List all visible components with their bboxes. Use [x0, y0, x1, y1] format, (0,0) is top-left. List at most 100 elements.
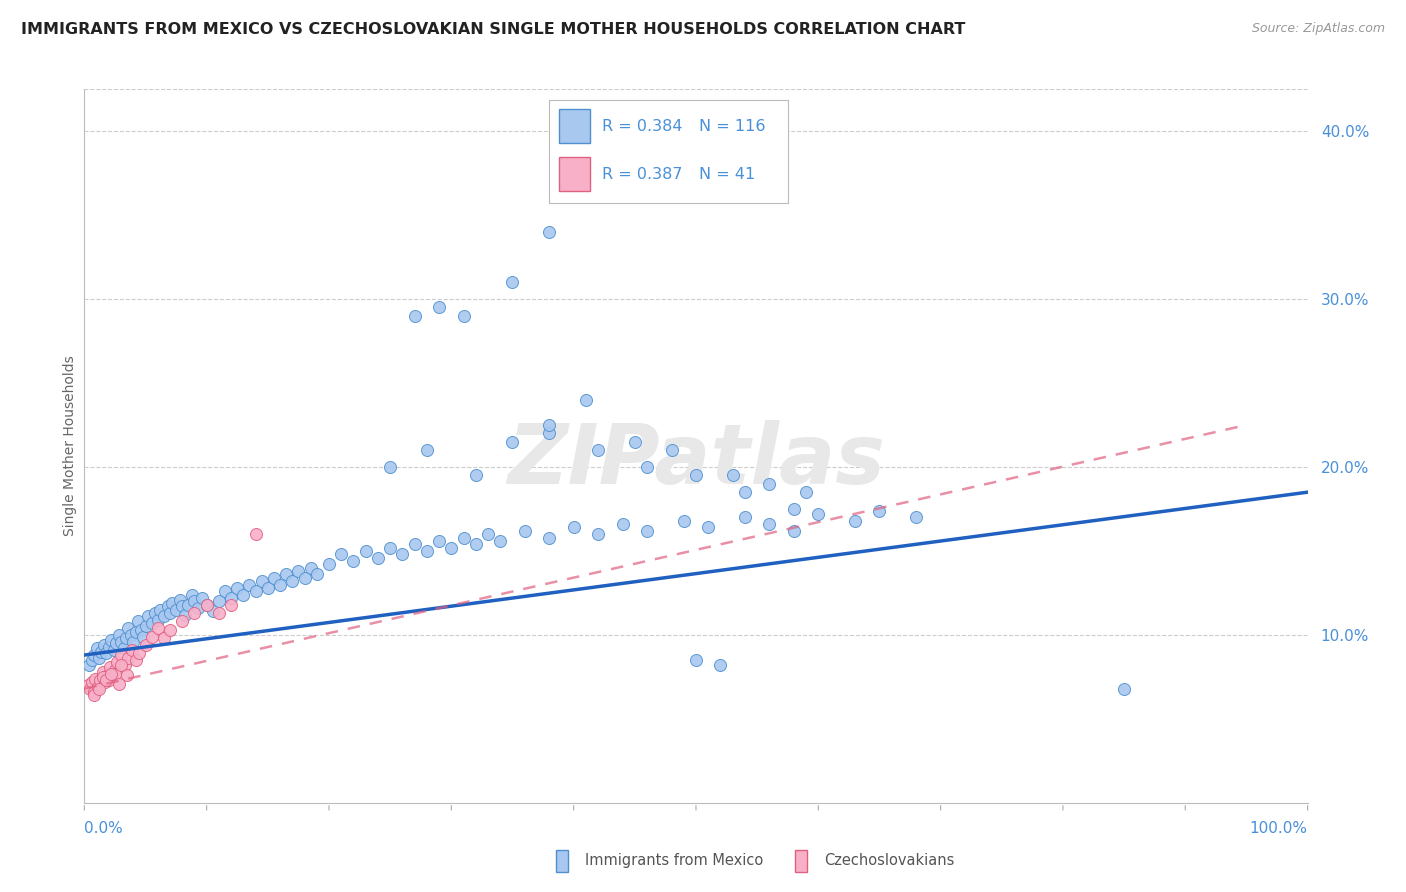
Point — [172, 615, 194, 629]
Point — [416, 544, 439, 558]
Point — [128, 646, 150, 660]
Point — [276, 567, 298, 582]
Point — [162, 596, 184, 610]
Point — [794, 485, 817, 500]
Point — [489, 533, 512, 548]
Point — [104, 666, 127, 681]
Point — [87, 680, 110, 694]
Y-axis label: Single Mother Households: Single Mother Households — [63, 356, 77, 536]
Point — [844, 514, 866, 528]
Point — [110, 634, 132, 648]
Point — [721, 468, 744, 483]
Point — [354, 544, 377, 558]
Point — [132, 630, 155, 644]
Point — [91, 665, 114, 679]
Point — [87, 651, 110, 665]
Point — [305, 567, 328, 582]
Point — [318, 558, 340, 572]
Point — [208, 606, 231, 620]
Point — [141, 630, 163, 644]
Point — [129, 623, 152, 637]
Point — [112, 641, 135, 656]
Point — [281, 574, 304, 589]
Point — [404, 537, 426, 551]
Point — [905, 510, 928, 524]
Point — [80, 653, 103, 667]
Point — [391, 547, 413, 561]
Point — [84, 672, 107, 686]
Point — [232, 588, 254, 602]
Point — [110, 648, 132, 662]
Point — [294, 571, 316, 585]
Point — [80, 674, 103, 689]
Point — [77, 678, 100, 692]
Point — [697, 520, 720, 534]
Point — [380, 541, 402, 555]
Point — [191, 591, 214, 605]
Point — [287, 564, 309, 578]
Point — [181, 588, 204, 602]
Point — [269, 577, 291, 591]
Point — [115, 632, 138, 646]
Point — [214, 584, 236, 599]
Point — [153, 609, 176, 624]
Point — [77, 658, 100, 673]
Point — [226, 581, 249, 595]
Point — [97, 640, 120, 654]
Point — [187, 601, 209, 615]
Point — [83, 648, 105, 662]
Point — [416, 443, 439, 458]
Point — [453, 309, 475, 323]
Point — [257, 581, 280, 595]
Point — [135, 619, 157, 633]
Point — [121, 643, 143, 657]
Point — [427, 533, 450, 548]
Point — [250, 574, 273, 589]
Point — [165, 603, 187, 617]
Point — [87, 681, 110, 696]
Point — [245, 527, 267, 541]
Point — [299, 560, 322, 574]
Point — [115, 668, 138, 682]
Point — [586, 527, 609, 541]
Point — [238, 577, 260, 591]
Point — [117, 621, 139, 635]
Point — [464, 468, 486, 483]
Point — [96, 646, 118, 660]
Point — [636, 524, 658, 538]
Point — [159, 606, 181, 620]
Point — [90, 645, 112, 659]
Text: IMMIGRANTS FROM MEXICO VS CZECHOSLOVAKIAN SINGLE MOTHER HOUSEHOLDS CORRELATION C: IMMIGRANTS FROM MEXICO VS CZECHOSLOVAKIA… — [21, 22, 966, 37]
Point — [636, 460, 658, 475]
Point — [685, 468, 707, 483]
Point — [201, 604, 224, 618]
Point — [104, 663, 127, 677]
Point — [177, 598, 200, 612]
Point — [135, 638, 157, 652]
Point — [734, 485, 756, 500]
Point — [513, 524, 536, 538]
Point — [575, 392, 598, 407]
Point — [586, 443, 609, 458]
Point — [758, 476, 780, 491]
Point — [538, 417, 561, 432]
Point — [685, 653, 707, 667]
Point — [783, 524, 806, 538]
Point — [709, 658, 731, 673]
Point — [807, 507, 830, 521]
Point — [464, 537, 486, 551]
Text: ZIPatlas: ZIPatlas — [508, 420, 884, 500]
Point — [1114, 681, 1136, 696]
Point — [195, 598, 218, 612]
Point — [538, 426, 561, 441]
Point — [172, 599, 194, 614]
Point — [107, 676, 129, 690]
Point — [127, 615, 149, 629]
Point — [734, 510, 756, 524]
Point — [661, 443, 683, 458]
Point — [367, 550, 389, 565]
Point — [342, 554, 364, 568]
Point — [156, 599, 179, 614]
Point — [105, 636, 128, 650]
Point — [758, 517, 780, 532]
